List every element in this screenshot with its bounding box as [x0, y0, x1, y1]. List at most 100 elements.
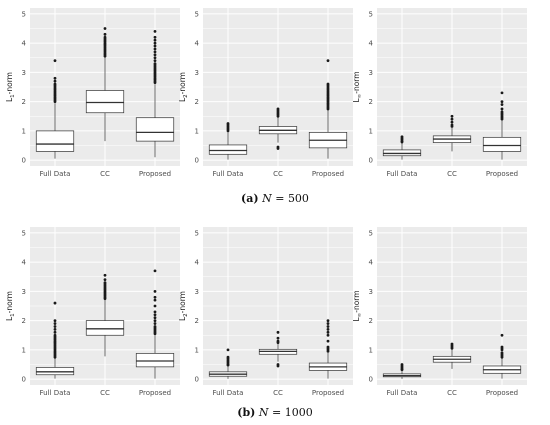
- x-tick-label: Proposed: [139, 170, 171, 178]
- y-tick-label: 3: [369, 69, 373, 77]
- outlier-point: [103, 35, 107, 39]
- y-tick-label: 5: [22, 10, 26, 18]
- outlier-point: [53, 325, 57, 328]
- box-1: [35, 59, 75, 159]
- x-tick-label: Proposed: [312, 389, 344, 397]
- box-1: [208, 348, 248, 379]
- outlier-point: [326, 325, 330, 328]
- y-tick-label: 3: [22, 69, 26, 77]
- outlier-point: [450, 123, 454, 127]
- box-iqr: [135, 353, 175, 368]
- panel-5: 0 1 2 3 4 5 Full Data CC Proposed L2-norm: [178, 227, 353, 397]
- box-1: [382, 135, 422, 160]
- x-tick-label: Full Data: [213, 170, 244, 178]
- caption-a: (a) N = 500: [0, 192, 550, 205]
- y-tick-label: 0: [22, 157, 26, 165]
- x-tick-label: Full Data: [40, 389, 71, 397]
- box-2: [258, 330, 298, 368]
- box-1: [382, 363, 422, 379]
- caption-b-value: 1000: [284, 406, 313, 419]
- box-iqr: [85, 320, 125, 336]
- outlier-point: [153, 322, 157, 325]
- x-tick-label: Proposed: [312, 170, 344, 178]
- outlier-point: [153, 38, 157, 42]
- y-tick-label: 4: [195, 40, 200, 48]
- y-tick-label: 1: [195, 346, 199, 354]
- outlier-point: [153, 30, 157, 33]
- y-tick-label: 4: [195, 259, 200, 267]
- y-tick-label: 1: [369, 127, 373, 135]
- outlier-point: [276, 336, 280, 340]
- y-axis-label: L∞-norm: [352, 71, 363, 102]
- outlier-point: [400, 135, 404, 139]
- caption-a-tag: (a): [241, 192, 259, 205]
- outlier-point: [326, 328, 330, 331]
- outlier-point: [450, 120, 454, 124]
- box-2: [432, 114, 472, 152]
- outlier-point: [500, 333, 504, 337]
- box-iqr: [35, 367, 75, 376]
- box-1: [208, 122, 248, 160]
- y-tick-label: 5: [195, 10, 199, 18]
- outlier-point: [500, 345, 504, 349]
- outlier-point: [153, 325, 157, 328]
- outlier-point: [500, 351, 504, 355]
- x-tick-label: CC: [100, 389, 110, 397]
- outlier-point: [276, 330, 280, 334]
- y-tick-label: 5: [22, 229, 26, 237]
- outlier-point: [153, 41, 157, 45]
- outlier-point: [153, 47, 157, 51]
- y-tick-label: 4: [369, 40, 374, 48]
- y-tick-label: 4: [22, 40, 27, 48]
- box-3: [482, 91, 522, 160]
- outlier-point: [226, 122, 230, 125]
- outlier-point: [226, 355, 230, 359]
- y-tick-label: 4: [22, 259, 27, 267]
- y-axis-label: L∞-norm: [352, 290, 363, 321]
- y-tick-label: 0: [22, 376, 26, 384]
- outlier-point: [153, 295, 157, 299]
- box-2: [258, 107, 298, 150]
- outlier-point: [153, 56, 157, 60]
- caption-b-eq: =: [268, 406, 285, 419]
- y-tick-label: 2: [22, 98, 26, 106]
- caption-b-var: N: [258, 406, 269, 419]
- box-iqr: [35, 130, 75, 152]
- panel-2: 0 1 2 3 4 5 Full Data CC Proposed L2-norm: [178, 8, 353, 178]
- outlier-point: [103, 278, 107, 282]
- outlier-point: [500, 103, 504, 106]
- outlier-point: [500, 107, 504, 111]
- x-tick-label: Full Data: [387, 170, 418, 178]
- outlier-point: [103, 273, 107, 277]
- y-tick-label: 1: [22, 127, 26, 135]
- panel-6: 0 1 2 3 4 5 Full Data CC Proposed L∞-norm: [352, 227, 527, 397]
- x-tick-label: CC: [273, 170, 283, 178]
- x-tick-label: Full Data: [213, 389, 244, 397]
- outlier-point: [326, 333, 330, 337]
- y-tick-label: 4: [369, 259, 374, 267]
- panel-3: 0 1 2 3 4 5 Full Data CC Proposed L∞-norm: [352, 8, 527, 178]
- y-tick-label: 2: [22, 317, 26, 325]
- y-tick-label: 5: [369, 229, 373, 237]
- box-iqr: [135, 117, 175, 142]
- outlier-point: [326, 345, 330, 349]
- box-2: [85, 273, 125, 357]
- outlier-point: [326, 59, 330, 63]
- y-tick-label: 2: [195, 317, 199, 325]
- y-tick-label: 1: [22, 346, 26, 354]
- outlier-point: [153, 298, 157, 302]
- box-3: [308, 59, 348, 159]
- y-tick-label: 0: [195, 157, 199, 165]
- box-3: [308, 319, 348, 379]
- outlier-point: [153, 269, 157, 273]
- outlier-point: [53, 333, 57, 337]
- outlier-point: [53, 59, 57, 63]
- y-axis-label: L1-norm: [5, 72, 16, 102]
- box-iqr: [208, 144, 248, 155]
- outlier-point: [153, 44, 157, 48]
- x-tick-label: CC: [100, 170, 110, 178]
- outlier-point: [53, 322, 57, 325]
- outlier-point: [400, 363, 404, 366]
- outlier-point: [53, 330, 57, 334]
- outlier-point: [53, 301, 57, 305]
